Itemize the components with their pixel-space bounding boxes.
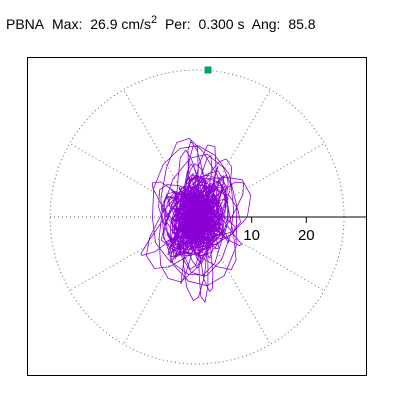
per-label: Per: — [164, 16, 191, 32]
per-value: 0.300 s — [198, 16, 245, 32]
ang-value: 85.8 — [288, 16, 316, 32]
peak-marker-group — [204, 66, 212, 74]
chart-header: PBNA Max: 26.9 cm/s2 Per: 0.300 s Ang: 8… — [6, 14, 320, 32]
plot-frame — [27, 57, 367, 376]
radial-tick-label-20: 20 — [298, 227, 315, 244]
max-label: Max: — [52, 16, 83, 32]
peak-marker — [204, 66, 212, 74]
station-name: PBNA — [6, 16, 45, 32]
max-exponent: 2 — [150, 14, 158, 26]
radial-tick-label-10: 10 — [243, 227, 260, 244]
radial-axis: 10 20 — [197, 216, 366, 244]
trace-path — [140, 138, 252, 303]
max-value-text: 26.9 cm/s — [90, 16, 151, 32]
max-value: 26.9 cm/s2 — [90, 14, 158, 32]
motion-trace — [140, 138, 252, 303]
ang-label: Ang: — [251, 16, 281, 32]
